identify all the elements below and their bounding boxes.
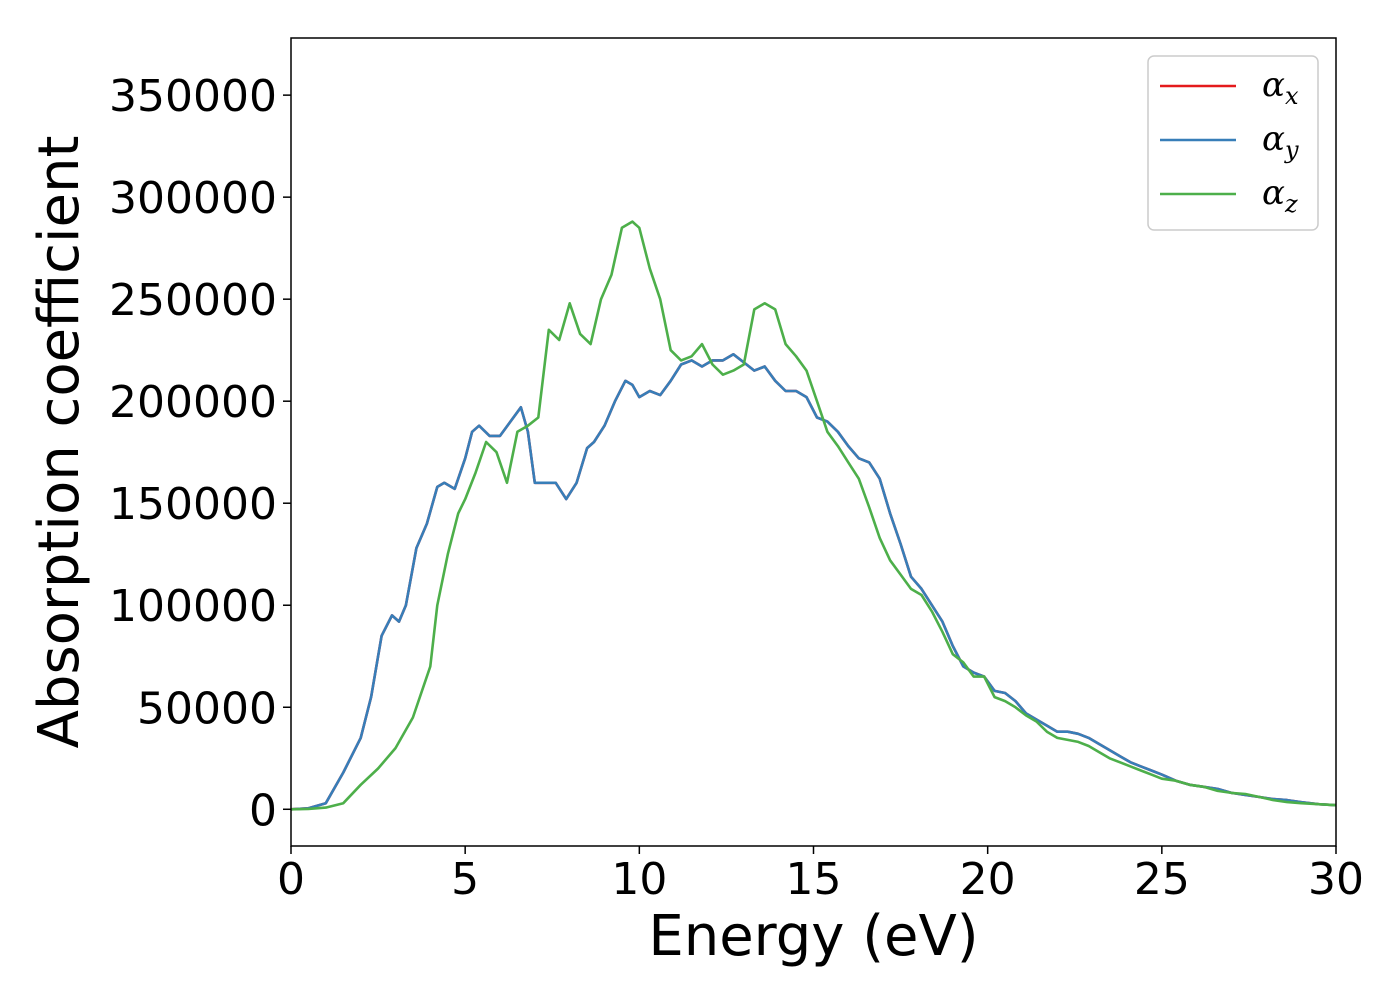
series-line-z	[290, 220, 1337, 811]
y-tick-label: 50000	[137, 683, 277, 734]
x-tick-label: 20	[960, 854, 1016, 905]
x-axis-ticks: 0 5 10 15 20 25 30	[277, 846, 1364, 905]
legend-entry-x: αx	[1160, 65, 1299, 110]
x-tick-label: 0	[277, 854, 305, 905]
x-tick-label: 10	[611, 854, 667, 905]
x-tick-label: 30	[1308, 854, 1364, 905]
y-tick-label: 100000	[109, 581, 277, 632]
x-axis-label: Energy (eV)	[648, 904, 978, 969]
y-axis-ticks: 0 50000 100000 150000 200000 250000 300000 3500…	[109, 71, 291, 836]
y-tick-label: 350000	[109, 71, 277, 122]
x-tick-label: 15	[786, 854, 842, 905]
series-layer	[290, 220, 1337, 811]
y-tick-label: 300000	[109, 173, 277, 224]
y-axis-label: Absorption coefficient	[27, 136, 92, 749]
legend-label: αx	[1262, 65, 1299, 110]
y-tick-label: 250000	[109, 275, 277, 326]
legend-entry-y: αy	[1160, 119, 1299, 164]
legend-box	[1147, 55, 1319, 231]
plot-frame	[290, 37, 1337, 847]
x-tick-label: 25	[1134, 854, 1190, 905]
y-tick-label: 150000	[109, 479, 277, 530]
y-tick-label: 200000	[109, 377, 277, 428]
series-line-x	[290, 353, 1337, 811]
x-tick-label: 5	[451, 854, 479, 905]
series-line-y	[290, 353, 1337, 811]
y-tick-label: 0	[249, 785, 277, 836]
legend-label: αy	[1262, 119, 1299, 164]
